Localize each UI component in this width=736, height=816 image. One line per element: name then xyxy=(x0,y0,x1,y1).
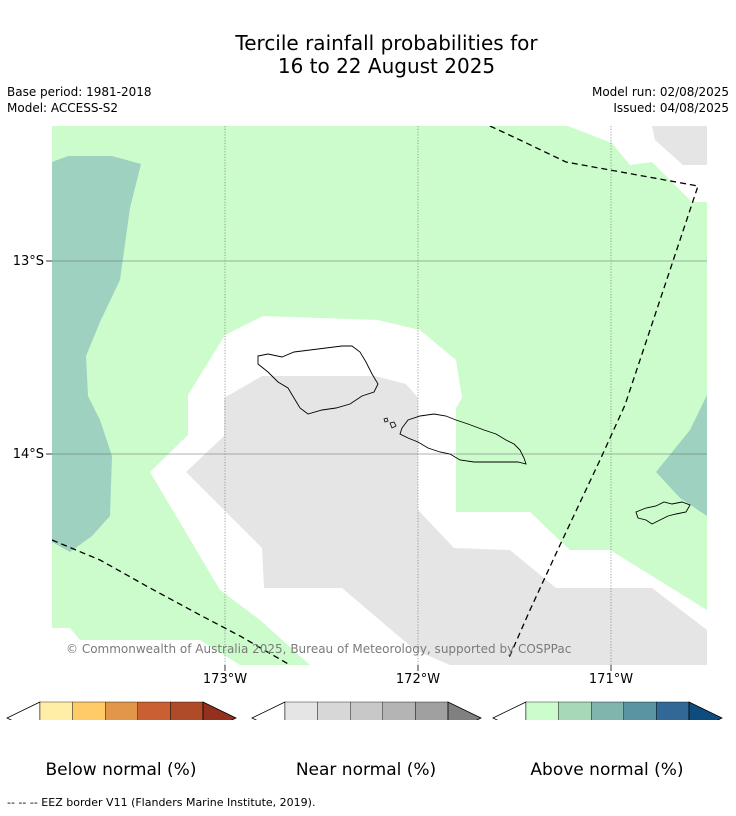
colorbar-label-below: Below normal (%) xyxy=(45,760,197,780)
near-normal-region-central xyxy=(186,376,707,665)
colorbar-label-above: Above normal (%) xyxy=(530,760,684,780)
island-apolima xyxy=(389,421,397,429)
above-normal-60-east xyxy=(656,395,707,516)
colorbar-near-segment xyxy=(317,701,351,720)
eez-footnote: -- -- -- EEZ border V11 (Flanders Marine… xyxy=(7,796,316,809)
lat-label-13s: 13°S xyxy=(13,254,44,269)
colorbar-below-segment xyxy=(72,701,106,720)
island-manono xyxy=(383,417,389,423)
title-line-1: Tercile rainfall probabilities for xyxy=(235,31,538,55)
island-savaii xyxy=(257,345,379,415)
colorbar-above-segment xyxy=(656,701,690,720)
above-normal-60-west xyxy=(52,156,141,552)
model-name: Model: ACCESS-S2 xyxy=(7,101,119,115)
forecast-map: © Commonwealth of Australia 2025, Bureau… xyxy=(6,126,723,720)
base-period: Base period: 1981-2018 xyxy=(7,85,152,99)
meta-right: Model run: 02/08/2025 Issued: 04/08/2025 xyxy=(592,84,729,116)
issued-date: Issued: 04/08/2025 xyxy=(613,101,729,115)
colorbar-below: 405060708090 xyxy=(6,701,237,720)
colorbar-near-segment xyxy=(284,701,318,720)
map-area: © Commonwealth of Australia 2025, Bureau… xyxy=(52,126,707,665)
colorbar-below-segment xyxy=(104,701,138,720)
lon-label-171w: 171°W xyxy=(589,672,633,687)
colorbar-near-segment xyxy=(350,701,384,720)
lon-label-173w: 173°W xyxy=(203,672,247,687)
eez-border-west xyxy=(52,539,291,665)
colorbar-above-segment xyxy=(591,701,625,720)
chart-title: Tercile rainfall probabilities for 16 to… xyxy=(0,32,736,78)
colorbar-above-segment xyxy=(558,701,592,720)
model-run: Model run: 02/08/2025 xyxy=(591,85,729,99)
copyright-text: © Commonwealth of Australia 2025, Bureau… xyxy=(66,642,571,656)
colorbar-below-min-arrow xyxy=(6,701,41,720)
colorbar-near-max-arrow xyxy=(447,701,482,720)
colorbar-near: 405060708090 xyxy=(251,701,482,720)
colorbar-below-segment xyxy=(39,701,73,720)
colorbar-below-max-arrow xyxy=(202,701,237,720)
colorbar-above-max-arrow xyxy=(688,701,723,720)
colorbar-near-segment xyxy=(382,701,416,720)
lat-label-14s: 14°S xyxy=(13,447,44,462)
meta-left: Base period: 1981-2018 Model: ACCESS-S2 xyxy=(7,84,152,116)
colorbar-above-min-arrow xyxy=(492,701,527,720)
colorbar-above-segment xyxy=(623,701,657,720)
near-normal-region-north xyxy=(652,126,707,165)
colorbar-below-segment xyxy=(137,701,171,720)
lon-label-172w: 172°W xyxy=(396,672,440,687)
colorbar-below-segment xyxy=(170,701,204,720)
island-tutuila xyxy=(635,501,691,525)
colorbar-above: 405060708090 xyxy=(492,701,723,720)
colorbar-near-segment xyxy=(415,701,449,720)
title-line-2: 16 to 22 August 2025 xyxy=(277,54,496,78)
island-upolu xyxy=(399,413,527,465)
colorbars: 405060708090 405060708090 405060708090 xyxy=(6,701,723,720)
colorbar-above-segment xyxy=(525,701,559,720)
colorbar-near-min-arrow xyxy=(251,701,286,720)
colorbar-label-near: Near normal (%) xyxy=(295,760,437,780)
